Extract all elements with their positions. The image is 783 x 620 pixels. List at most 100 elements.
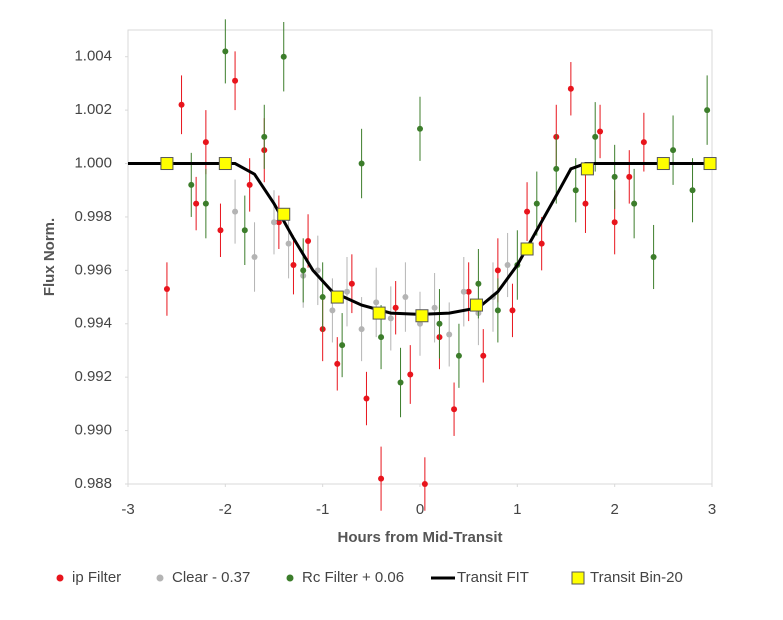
y-tick-label: 1.000 [74,154,112,171]
data-point [611,219,618,226]
legend-marker [571,571,585,585]
data-point [222,48,229,55]
legend-marker [56,574,64,582]
data-point [280,53,287,60]
data-point [597,128,604,135]
data-point [193,200,200,207]
y-axis-title: Flux Norm. [41,218,58,296]
data-point [373,299,380,306]
bin-point [520,242,534,256]
data-point [431,304,438,311]
x-tick-label: 1 [513,501,521,518]
data-point [251,254,258,260]
legend-label: ip Filter [72,569,121,586]
data-point [567,85,574,92]
data-point [241,227,248,234]
data-point [611,173,618,180]
data-point [188,181,195,188]
data-point [178,101,185,108]
data-point [348,280,355,287]
data-point [572,187,579,194]
data-point [446,331,453,338]
x-tick-label: -1 [316,501,329,518]
data-point [358,326,365,333]
data-point [407,371,414,378]
data-point [417,125,423,132]
y-tick-label: 0.996 [74,261,112,278]
data-point [217,227,224,234]
legend-label: Rc Filter + 0.06 [302,569,404,586]
legend-label: Clear - 0.37 [172,569,250,586]
data-point [246,181,253,188]
legend-label: Transit FIT [457,569,529,586]
data-point [704,107,711,114]
data-point [290,262,297,269]
y-tick-label: 0.994 [74,315,112,332]
data-point [626,173,633,180]
data-point [650,254,657,260]
y-tick-label: 1.004 [74,48,112,65]
legend-marker [286,574,294,582]
data-point [402,294,409,301]
data-point [451,406,458,413]
x-tick-label: -3 [121,501,134,518]
bin-point [277,207,291,221]
data-point [538,240,545,247]
data-point [455,352,462,359]
data-point [553,165,560,172]
legend-marker [156,574,164,582]
data-point [592,133,599,140]
data-point [494,307,501,314]
data-point [232,77,239,84]
data-point [202,139,209,146]
bin-point [160,157,174,171]
data-point [631,200,638,207]
data-point [582,200,589,207]
x-axis-title: Hours from Mid-Transit [337,529,502,546]
x-tick-label: 2 [610,501,618,518]
y-tick-label: 1.002 [74,101,112,118]
data-point [509,307,516,314]
data-point [275,219,282,226]
data-point [358,160,365,167]
data-point [378,475,385,482]
bin-point [656,157,670,171]
x-tick-label: 3 [708,501,716,518]
data-point [285,240,292,247]
bin-point [580,162,594,176]
y-tick-label: 0.988 [74,475,112,492]
data-point [300,267,307,274]
data-point [163,286,170,293]
data-point [339,342,346,349]
y-tick-label: 0.990 [74,422,112,439]
data-point [202,200,209,207]
data-point [480,352,487,359]
data-point [524,208,531,215]
data-point [305,237,312,244]
bin-point [218,157,232,171]
y-tick-label: 0.998 [74,208,112,225]
bin-point [703,157,717,171]
bin-point [330,290,344,304]
bin-point [372,306,386,320]
x-tick-label: 0 [416,501,424,518]
data-point [334,360,341,367]
data-point [392,304,399,311]
data-point [436,320,443,327]
data-point [640,139,647,146]
data-point [460,288,467,295]
data-point [329,307,336,314]
data-point [378,334,385,341]
data-point [689,187,696,194]
legend-label: Transit Bin-20 [590,569,683,586]
bin-point [415,309,429,323]
data-point [417,320,423,327]
data-point [344,288,350,295]
data-point [319,294,326,301]
data-point [670,147,677,154]
data-point [261,133,268,140]
data-point [504,262,511,269]
data-point [421,481,428,487]
